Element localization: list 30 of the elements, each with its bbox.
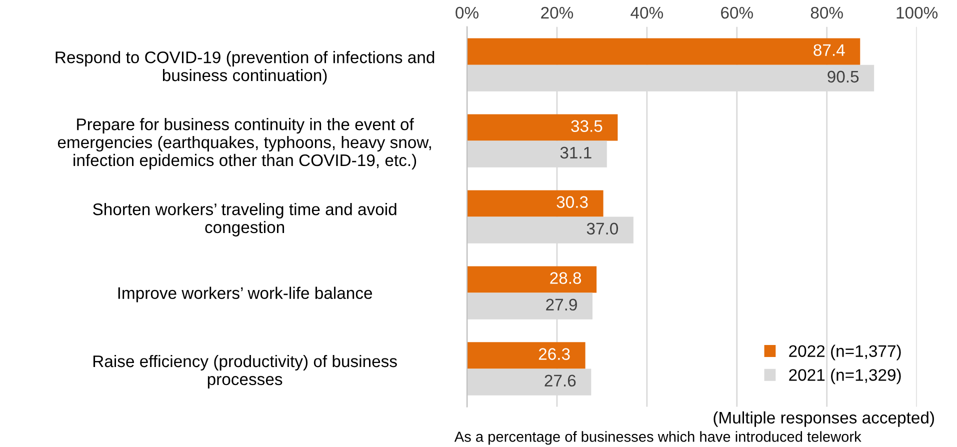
x-tick-label: 80% bbox=[810, 6, 843, 19]
data-label: 26.3 bbox=[538, 348, 570, 360]
y-tick-label: Raise efficiency (productivity) of business processes bbox=[93, 354, 397, 388]
bar bbox=[467, 190, 604, 217]
x-tick-label: 20% bbox=[541, 6, 574, 19]
bar bbox=[467, 114, 618, 141]
data-label: 87.4 bbox=[814, 44, 845, 56]
legend-label: 2021 (n=1,329) bbox=[789, 368, 901, 384]
y-tick-label: Respond to COVID-19 (prevention of infections and business continuation) bbox=[56, 51, 434, 84]
y-tick-label: Shorten workers’ traveling time and avoid congestion bbox=[93, 202, 396, 236]
x-tick-label: 0% bbox=[456, 6, 478, 19]
bar bbox=[467, 266, 597, 293]
bar bbox=[467, 342, 586, 369]
data-label: 33.5 bbox=[571, 120, 602, 132]
data-label: 31.1 bbox=[560, 146, 592, 159]
data-label: 28.8 bbox=[550, 272, 582, 284]
data-label: 90.5 bbox=[828, 70, 859, 83]
x-tick-label: 60% bbox=[721, 6, 753, 19]
text: (Multiple responses accepted) bbox=[714, 411, 934, 427]
legend-label: 2022 (n=1,377) bbox=[789, 344, 901, 360]
data-label: 37.0 bbox=[586, 222, 618, 235]
x-tick-label: 100% bbox=[896, 6, 938, 19]
data-label: 30.3 bbox=[556, 196, 588, 208]
data-label: 27.9 bbox=[546, 298, 577, 311]
bar bbox=[467, 38, 860, 65]
data-label: 27.6 bbox=[544, 374, 576, 387]
y-tick-label: Improve workers’ work-life balance bbox=[118, 286, 372, 302]
y-tick-label: Prepare for business continuity in the event of emergencies (earthquakes, typhoons, heavy snow, infection epidemics other than COVID-19, etc.) bbox=[58, 118, 431, 170]
x-tick-label: 40% bbox=[630, 6, 664, 19]
text: As a percentage of businesses which have introduced telework bbox=[454, 431, 862, 445]
